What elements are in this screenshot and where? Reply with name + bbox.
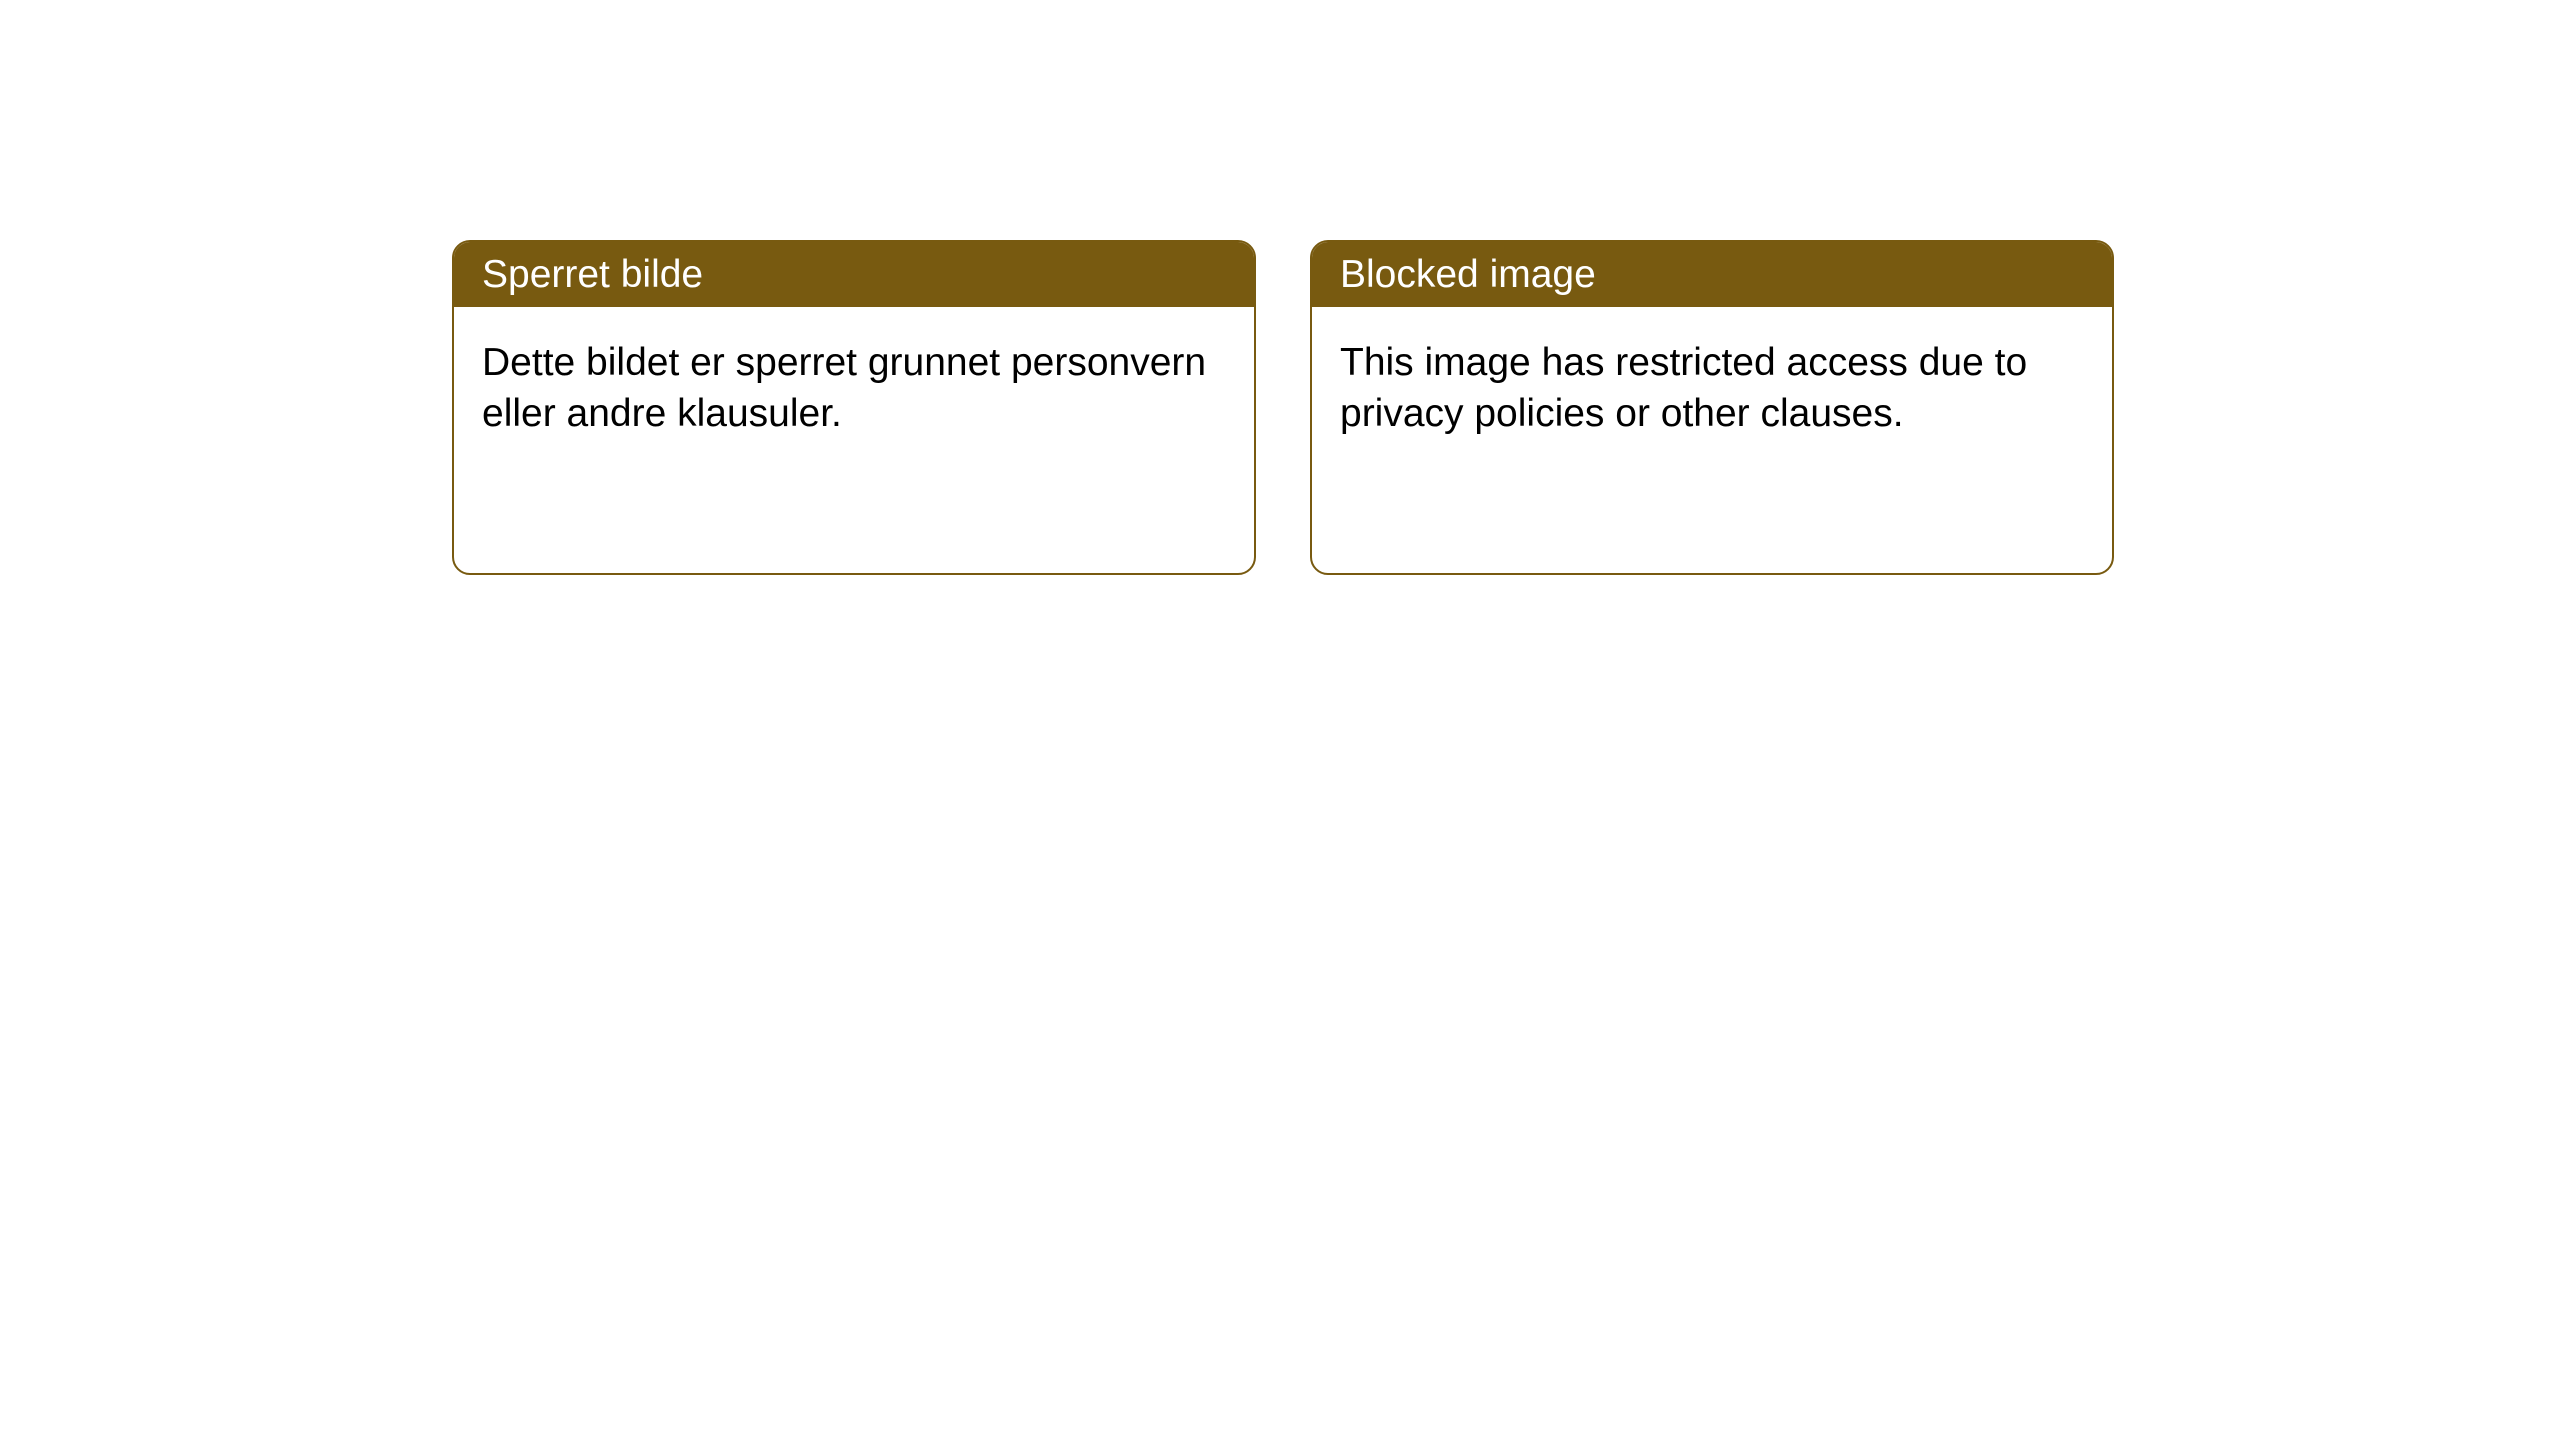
notice-card-body: This image has restricted access due to … xyxy=(1312,307,2112,470)
notice-card-title: Sperret bilde xyxy=(482,253,703,296)
notice-card-header: Sperret bilde xyxy=(454,242,1254,307)
notice-card-text: This image has restricted access due to … xyxy=(1340,341,2027,435)
notice-card-norwegian: Sperret bilde Dette bildet er sperret gr… xyxy=(452,240,1256,575)
notice-card-header: Blocked image xyxy=(1312,242,2112,307)
notice-container: Sperret bilde Dette bildet er sperret gr… xyxy=(0,0,2560,575)
notice-card-english: Blocked image This image has restricted … xyxy=(1310,240,2114,575)
notice-card-title: Blocked image xyxy=(1340,253,1596,296)
notice-card-text: Dette bildet er sperret grunnet personve… xyxy=(482,341,1206,435)
notice-card-body: Dette bildet er sperret grunnet personve… xyxy=(454,307,1254,470)
